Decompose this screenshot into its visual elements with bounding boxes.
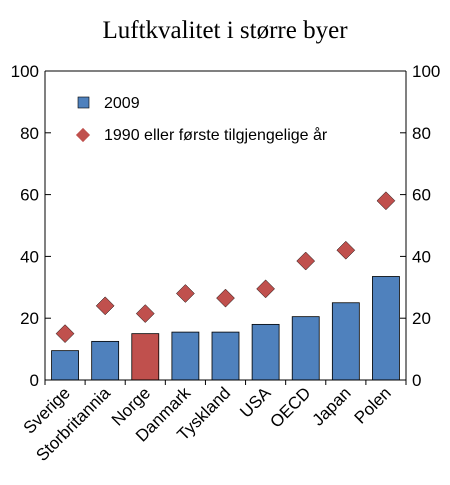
- bar: [211, 331, 240, 381]
- legend-swatch-marker: [75, 127, 91, 143]
- marker-point: [176, 284, 195, 303]
- bar: [131, 333, 160, 381]
- bar: [51, 350, 79, 381]
- x-tick-label: OECD: [266, 383, 314, 431]
- marker-point: [216, 288, 235, 308]
- bar: [91, 340, 120, 381]
- y-tick-label-right: 60: [412, 186, 431, 205]
- bar: [171, 331, 200, 381]
- y-tick-label-right: 100: [412, 62, 440, 81]
- y-tick-label-left: 60: [20, 186, 39, 205]
- x-tick-label: Japan: [308, 383, 354, 429]
- marker-point: [376, 191, 396, 211]
- marker-point: [256, 279, 275, 299]
- marker-point: [95, 296, 115, 316]
- y-tick-label-right: 20: [412, 309, 431, 328]
- bar: [331, 302, 360, 381]
- marker-point: [135, 304, 155, 323]
- y-tick-label-right: 40: [412, 247, 431, 266]
- chart-title: Luftkvalitet i større byer: [102, 17, 348, 44]
- y-tick-label-left: 100: [11, 62, 39, 81]
- y-tick-label-right: 0: [412, 371, 421, 390]
- y-tick-label-left: 20: [20, 309, 39, 328]
- legend-label-marker: 1990 eller første tilgjengelige år: [104, 126, 328, 144]
- legend-swatch-bar: [77, 96, 90, 109]
- legend: 2009 1990 eller første tilgjengelige år: [75, 95, 328, 144]
- y-tick-label-left: 0: [30, 371, 39, 390]
- y-tick-label-left: 80: [20, 124, 39, 143]
- y-tick-label-left: 40: [20, 247, 39, 266]
- marker-point: [55, 324, 75, 344]
- legend-label-bar: 2009: [104, 95, 140, 112]
- bar: [251, 323, 280, 381]
- bar: [372, 276, 400, 381]
- marker-point: [336, 240, 356, 260]
- bar: [291, 316, 320, 381]
- y-tick-label-right: 80: [412, 124, 431, 143]
- marker-point: [296, 251, 316, 271]
- x-tick-label: Polen: [351, 383, 395, 427]
